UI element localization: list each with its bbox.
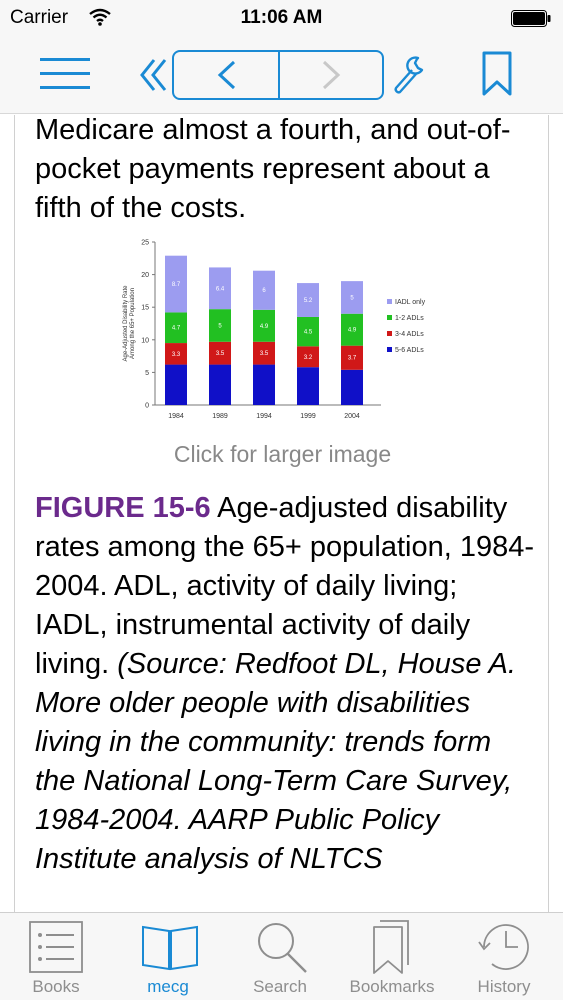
legend-swatch — [387, 315, 392, 320]
y-tick-label: 15 — [141, 305, 149, 312]
bar-segment — [165, 343, 187, 365]
bookmark-icon[interactable] — [480, 50, 514, 98]
bar-segment — [253, 309, 275, 342]
bar-segment — [209, 267, 231, 310]
wifi-icon — [89, 8, 111, 26]
bar-segment — [341, 345, 363, 370]
tab-history[interactable]: History — [448, 913, 560, 1000]
figure-caption: FIGURE 15-6 Age-adjusted disability rate… — [35, 489, 535, 879]
battery-icon — [511, 10, 551, 27]
tab-bar: Books mecg Search Bookmarks History — [0, 912, 563, 1000]
y-axis-label-line: Age-Adjusted Disability Rate — [123, 285, 129, 362]
y-tick-label: 10 — [141, 337, 149, 344]
bar-segment — [165, 364, 187, 405]
previous-page-button[interactable] — [174, 52, 278, 98]
bar-data-label: 4.9 — [260, 324, 269, 330]
bar-data-label: 5 — [218, 323, 222, 329]
bar-segment — [297, 346, 319, 368]
legend-swatch — [387, 299, 392, 304]
bar-data-label: 4.5 — [304, 330, 313, 336]
bar-data-label: 4.7 — [172, 326, 181, 332]
x-tick-label: 1989 — [212, 413, 228, 420]
page-nav-group — [172, 50, 384, 100]
bar-segment — [253, 341, 275, 365]
bar-segment — [297, 367, 319, 405]
tab-label: Books — [32, 977, 80, 996]
bar-data-label: 6 — [262, 288, 266, 294]
magnifier-icon — [258, 923, 307, 973]
y-axis-label-line: Among the 65+ Population — [130, 288, 136, 359]
legend-swatch — [387, 347, 392, 352]
clock-time: 11:06 AM — [240, 7, 323, 28]
tab-books[interactable]: Books — [0, 913, 112, 1000]
bar-segment — [209, 341, 231, 365]
bar-segment — [341, 313, 363, 346]
menu-icon[interactable] — [38, 52, 92, 96]
status-bar: Carrier 11:06 AM — [0, 0, 563, 38]
bar-data-label: 6.4 — [216, 286, 225, 292]
bar-data-label: 3.7 — [348, 356, 357, 362]
y-tick-label: 25 — [141, 240, 149, 247]
y-tick-label: 0 — [145, 403, 149, 410]
bar-segment — [297, 283, 319, 317]
tab-label: Search — [253, 977, 307, 996]
bar-segment — [209, 309, 231, 342]
x-tick-label: 1994 — [256, 413, 272, 420]
bar-segment — [209, 364, 231, 405]
bar-segment — [297, 316, 319, 347]
figure-label: FIGURE 15-6 — [35, 492, 211, 524]
tab-search[interactable]: Search — [224, 913, 336, 1000]
legend-label: 3-4 ADLs — [395, 331, 424, 338]
tab-label: Bookmarks — [349, 977, 435, 996]
bar-data-label: 3.3 — [172, 352, 181, 358]
tab-label: History — [477, 977, 531, 996]
click-for-larger-link[interactable]: Click for larger image — [173, 441, 392, 467]
wrench-icon[interactable] — [388, 52, 428, 96]
tab-bookmarks[interactable]: Bookmarks — [336, 913, 448, 1000]
next-page-button[interactable] — [280, 52, 382, 98]
bar-data-label: 8.7 — [172, 282, 181, 288]
bar-segment — [165, 255, 187, 313]
bookmarks-icon — [373, 920, 409, 974]
double-chevron-left-icon[interactable] — [138, 56, 174, 94]
x-tick-label: 2004 — [344, 413, 360, 420]
caption-text: Age-adjusted disability rates among the … — [35, 492, 535, 680]
bar-data-label: 3.5 — [260, 351, 269, 357]
open-book-icon — [142, 925, 198, 971]
bar-data-label: 3.2 — [304, 355, 313, 361]
body-paragraph: Medicare almost a fourth, and out-of-poc… — [35, 115, 511, 224]
legend-label: 5-6 ADLs — [395, 347, 424, 354]
x-tick-label: 1984 — [168, 413, 184, 420]
y-axis-label: Age-Adjusted Disability RateAmong the 65… — [123, 285, 136, 362]
bar-data-label: 4.9 — [348, 328, 357, 334]
tab-label: mecg — [147, 977, 189, 996]
bar-segment — [253, 270, 275, 310]
legend-label: 1-2 ADLs — [395, 315, 424, 322]
figure-15-6-chart[interactable]: 0 5 10 15 20 25 Age-Adjusted Disability RateAm… — [103, 235, 463, 435]
legend-label: IADL only — [395, 299, 426, 306]
book-content[interactable]: Medicare almost a fourth, and out-of-poc… — [14, 115, 549, 912]
y-tick-label: 20 — [141, 272, 149, 279]
bar-data-label: 3.5 — [216, 351, 225, 357]
y-tick-label: 5 — [145, 370, 149, 377]
clock-icon — [478, 924, 529, 970]
bar-segment — [341, 281, 363, 314]
bar-segment — [165, 312, 187, 344]
nav-divider — [278, 52, 280, 98]
bar-data-label: 5.2 — [304, 298, 313, 304]
bar-data-label: 5 — [350, 295, 354, 301]
caption-source: (Source: Redfoot DL, House A. More older… — [35, 648, 516, 875]
list-icon — [29, 921, 83, 973]
reader-toolbar — [0, 38, 563, 114]
carrier-label: Carrier — [10, 7, 69, 28]
bar-segment — [253, 364, 275, 405]
tab-mecg[interactable]: mecg — [112, 913, 224, 1000]
x-tick-label: 1999 — [300, 413, 316, 420]
bar-segment — [341, 369, 363, 405]
legend-swatch — [387, 331, 392, 336]
